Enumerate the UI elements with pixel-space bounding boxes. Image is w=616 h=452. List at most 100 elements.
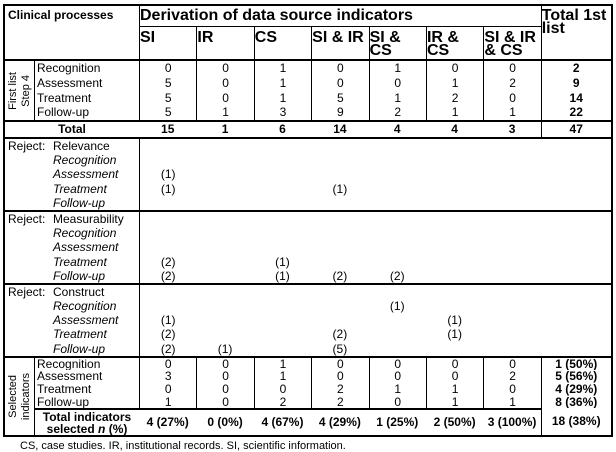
cell: (2): [139, 268, 196, 283]
cell: [196, 299, 253, 313]
cell: (1): [275, 268, 290, 283]
cell: [196, 255, 253, 269]
cell: [426, 240, 483, 254]
total-cell: 8 (36%): [540, 395, 611, 409]
cell: [196, 313, 253, 327]
cell: 0: [311, 357, 368, 371]
cell: (2): [139, 341, 196, 356]
cell: [483, 240, 540, 254]
cell: 1: [253, 90, 311, 106]
spacer-cell: [541, 269, 611, 283]
spacer-cell: [541, 313, 611, 327]
cell: [196, 196, 253, 210]
cell: 2: [483, 75, 540, 91]
row-label-follow-up: Follow-up: [53, 268, 106, 283]
reject-header: Reject: Construct: [5, 285, 139, 299]
spacer-cell: [541, 226, 611, 240]
cell: [369, 226, 426, 240]
cell: 1: [253, 357, 311, 371]
row-label-assessment: Assessment: [53, 313, 119, 328]
cell: 1: [221, 122, 229, 136]
cell: [483, 299, 540, 313]
cell: 0: [483, 357, 540, 371]
footnote: CS, case studies. IR, institutional reco…: [20, 440, 346, 452]
cell: [483, 167, 540, 181]
cell: [196, 153, 253, 167]
spacer-cell: [541, 299, 611, 313]
header-derivation: Derivation of data source indicators: [139, 6, 541, 27]
cell: 4 (27%): [139, 408, 197, 435]
row-label-recognition: Recognition: [37, 61, 101, 75]
cell: 0: [425, 370, 483, 383]
row-label-follow-up: Follow-up: [53, 195, 106, 210]
cell: [311, 255, 368, 269]
row-label-follow-up: Follow-up: [37, 105, 90, 120]
spacer-cell: [541, 255, 611, 269]
cell: [311, 167, 368, 181]
cell: [483, 313, 540, 327]
cell: [254, 182, 311, 196]
row-label-follow-up: Follow-up: [37, 395, 90, 409]
reject-header: Reject: Relevance: [5, 139, 139, 153]
cell: [369, 327, 426, 341]
spacer-cell: [541, 342, 611, 356]
spacer-cell: [541, 240, 611, 254]
cell: 2: [425, 90, 483, 106]
spacer-cell: [541, 196, 611, 210]
reject-prefix: Reject:: [8, 139, 46, 153]
cell: [426, 342, 483, 356]
row-label-assessment: Assessment: [37, 75, 103, 90]
header-clinical-processes: Clinical processes: [8, 8, 114, 22]
cell: (1): [332, 181, 348, 196]
cell: 2: [311, 383, 368, 396]
cell: [369, 153, 426, 167]
total-cell: 4 (29%): [540, 383, 611, 396]
cell: [196, 182, 253, 196]
cell: 0: [139, 383, 196, 396]
total-cell: 47: [540, 122, 611, 137]
col-header-cs: CS: [253, 27, 311, 59]
cell: (2): [389, 268, 405, 283]
spacer-cell: [541, 153, 611, 167]
cell: [369, 240, 426, 254]
table-header: Clinical processes Derivation of data so…: [5, 6, 611, 61]
cell: 0: [196, 395, 253, 409]
cell: [311, 153, 368, 167]
cell: 0: [196, 75, 253, 91]
cell: [311, 226, 368, 240]
cell: [254, 240, 311, 254]
cell: [196, 269, 253, 283]
cell: 14: [333, 122, 347, 136]
italic-n: n: [98, 422, 106, 437]
cell: 0: [483, 90, 540, 106]
col-header-ir: IR: [196, 27, 253, 59]
cell: (2): [332, 268, 348, 283]
reject-prefix: Reject:: [8, 284, 46, 299]
cell: 1: [196, 105, 253, 120]
reject-prefix: Reject:: [8, 211, 46, 226]
row-label-treatment: Treatment: [53, 327, 107, 342]
group-label-step-4: Step 4: [19, 74, 32, 107]
cell: (1): [447, 313, 462, 328]
cell: 0: [425, 357, 483, 371]
selected-total-label: Total indicators selected n (%): [35, 408, 139, 435]
cell: 2: [311, 395, 368, 409]
cell: 2: [253, 395, 311, 409]
selected-indicators-section: Selected indicators Recognition 0 0 1 0 …: [5, 355, 611, 436]
col-header-ir-cs: IR & CS: [425, 27, 483, 59]
cell: [196, 240, 253, 254]
cell: [369, 342, 426, 356]
cell: [483, 196, 540, 210]
row-label-recognition: Recognition: [53, 226, 117, 241]
row-label-treatment: Treatment: [53, 181, 107, 196]
cell: [369, 196, 426, 210]
spacer-cell: [139, 211, 611, 227]
cell: 0: [139, 61, 196, 76]
cell: [254, 226, 311, 240]
cell: [426, 196, 483, 210]
row-label-recognition: Recognition: [37, 357, 101, 371]
reject-relevance-section: Reject: Relevance Recognition Assessment …: [5, 137, 611, 210]
cell: [426, 153, 483, 167]
cell: 5: [311, 90, 368, 106]
